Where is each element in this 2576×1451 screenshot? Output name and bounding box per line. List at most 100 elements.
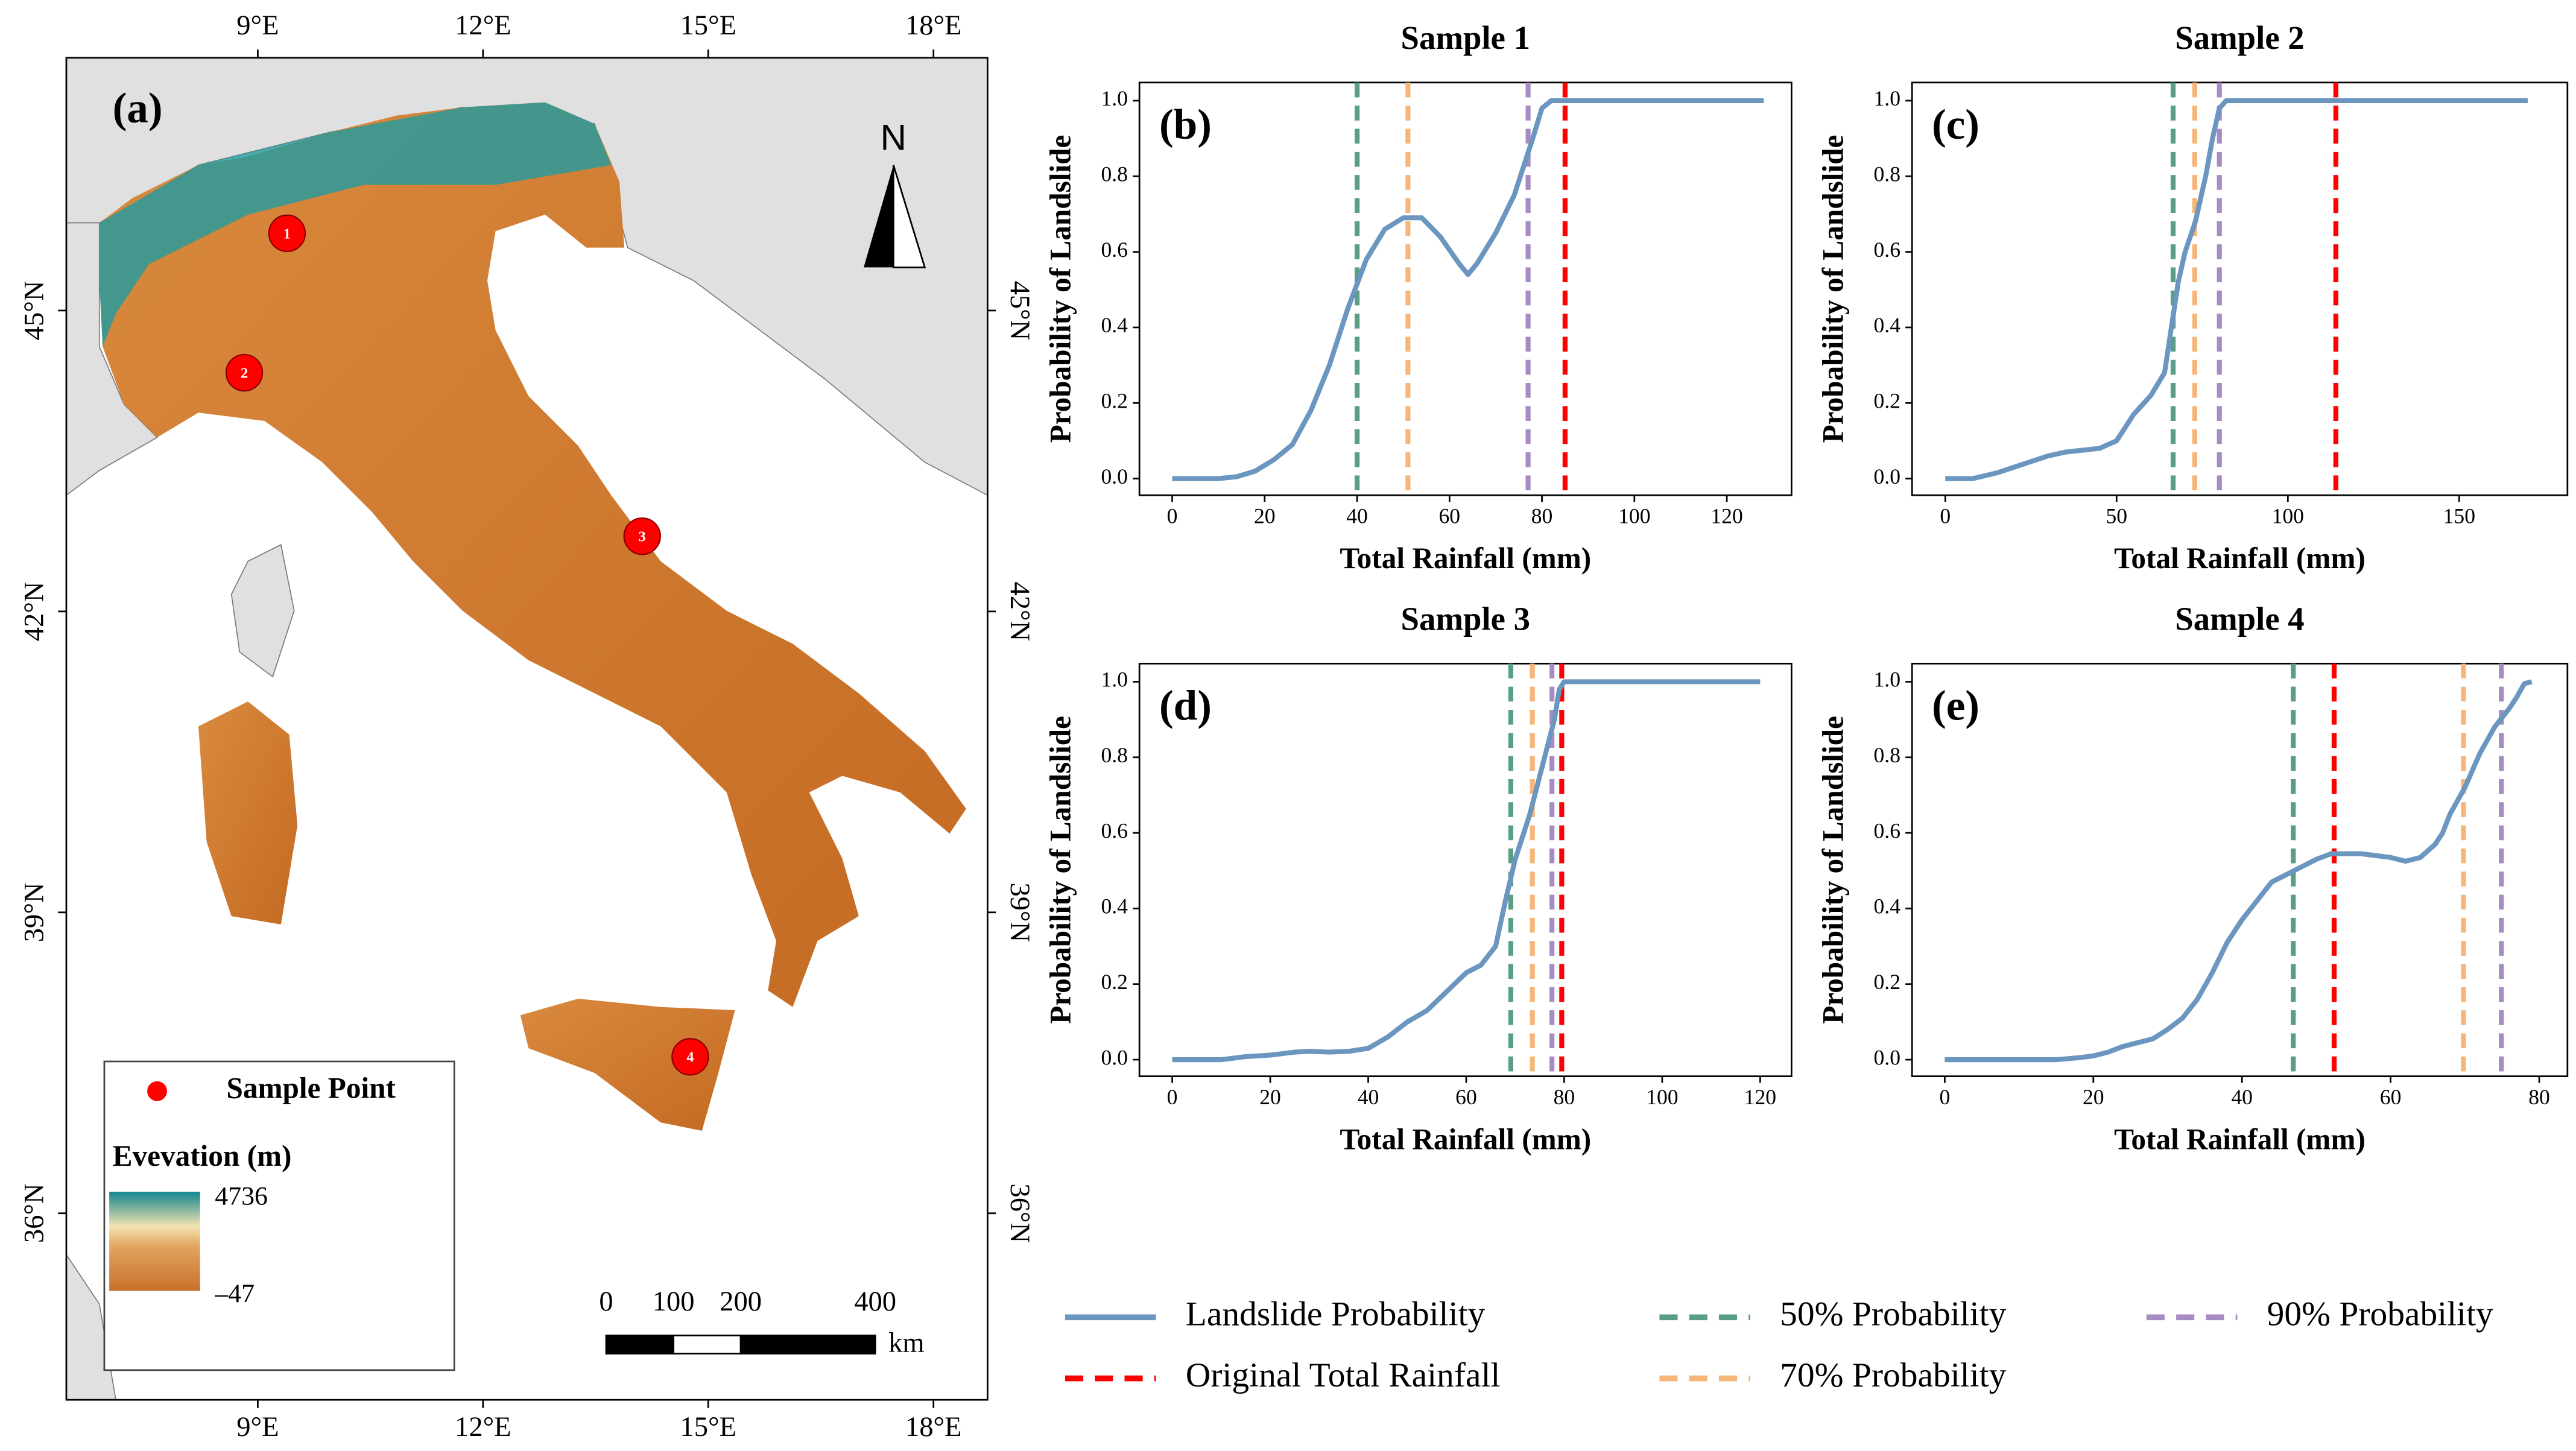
scalebar-label: 0	[599, 1286, 613, 1317]
corsica	[230, 544, 295, 678]
scalebar-segment	[672, 1335, 742, 1355]
x-tick-label: 0	[1940, 504, 1951, 528]
legend-label: Original Total Rainfall	[1186, 1356, 1501, 1394]
y-tick-label: 0.6	[1101, 818, 1128, 842]
x-axis-label: Total Rainfall (mm)	[1340, 1122, 1591, 1155]
sample-point	[671, 1038, 709, 1076]
y-tick-label: 0.4	[1874, 894, 1901, 918]
chart-title: Sample 2	[2175, 19, 2304, 56]
legend-label: Landslide Probability	[1186, 1295, 1486, 1333]
y-axis-label: Probability of Landslide	[1817, 135, 1850, 443]
north-arrow	[892, 165, 926, 268]
sample-point-label: 3	[639, 529, 646, 545]
x-tick-label: 20	[1259, 1085, 1281, 1109]
scalebar-segment	[605, 1335, 674, 1355]
x-axis-label: Total Rainfall (mm)	[2114, 1122, 2366, 1155]
alps	[99, 102, 612, 347]
panel-label: (d)	[1159, 682, 1212, 729]
x-tick-label: 40	[1358, 1085, 1379, 1109]
sample-point	[225, 353, 264, 392]
north-label: N	[881, 117, 907, 158]
lat-label: 36°N	[1004, 1183, 1035, 1243]
y-tick-label: 0.4	[1101, 894, 1128, 918]
sample-point	[623, 517, 661, 555]
x-tick-label: 100	[2272, 504, 2304, 528]
sample-point-label: 1	[283, 226, 291, 242]
y-tick-label: 1.0	[1101, 86, 1128, 110]
lon-label: 15°E	[680, 1412, 737, 1443]
sardinia	[198, 701, 298, 925]
x-tick-label: 60	[2380, 1085, 2402, 1109]
x-tick-label: 100	[1618, 504, 1650, 528]
x-tick-label: 40	[2231, 1085, 2253, 1109]
scalebar-segment	[739, 1335, 876, 1355]
x-axis-label: Total Rainfall (mm)	[1340, 542, 1591, 575]
y-tick-label: 0.8	[1101, 162, 1128, 186]
lat-label: 45°N	[1004, 281, 1035, 341]
lat-label: 42°N	[19, 582, 49, 642]
probability-line	[1945, 679, 2533, 1063]
legend-label: Sample Point	[226, 1072, 396, 1105]
north-arrow	[864, 165, 894, 268]
panel-label: (a)	[113, 84, 163, 131]
x-tick-label: 20	[2083, 1085, 2104, 1109]
x-tick-label: 120	[1744, 1085, 1776, 1109]
x-tick-label: 80	[2528, 1085, 2550, 1109]
y-tick-label: 0.4	[1874, 313, 1901, 337]
y-tick-label: 0.2	[1874, 970, 1900, 994]
panel-label: (c)	[1932, 101, 1979, 148]
y-tick-label: 0.8	[1101, 743, 1128, 767]
x-tick-label: 60	[1439, 504, 1461, 528]
plot-frame	[1138, 662, 1793, 1078]
panel-label: (b)	[1159, 101, 1212, 148]
y-tick-label: 0.0	[1101, 1045, 1128, 1069]
map-land	[66, 57, 988, 1400]
x-tick-label: 50	[2106, 504, 2127, 528]
scalebar-label: 400	[854, 1286, 896, 1317]
lat-label: 45°N	[19, 281, 49, 341]
x-tick-label: 0	[1167, 504, 1178, 528]
chart-title: Sample 1	[1401, 19, 1530, 56]
y-tick-label: 0.8	[1874, 743, 1900, 767]
sample-point	[268, 214, 306, 253]
x-axis-label: Total Rainfall (mm)	[2114, 542, 2366, 575]
legend-label: 90% Probability	[2267, 1295, 2493, 1333]
x-tick-label: 60	[1455, 1085, 1477, 1109]
y-tick-label: 0.0	[1101, 464, 1128, 488]
y-axis-label: Probability of Landslide	[1817, 716, 1850, 1024]
land-south	[66, 1253, 116, 1400]
y-tick-label: 1.0	[1101, 668, 1128, 692]
legend-label: 50% Probability	[1780, 1295, 2006, 1333]
panel-label: (e)	[1932, 682, 1979, 729]
x-tick-label: 0	[1939, 1085, 1950, 1109]
x-tick-label: 80	[1531, 504, 1553, 528]
sample-point-label: 4	[686, 1049, 694, 1066]
y-tick-label: 0.4	[1101, 313, 1128, 337]
x-tick-label: 100	[1646, 1085, 1678, 1109]
colorbar	[109, 1192, 200, 1291]
y-tick-label: 0.2	[1101, 970, 1128, 994]
x-tick-label: 150	[2443, 504, 2475, 528]
legend-marker	[147, 1081, 167, 1101]
y-tick-label: 0.6	[1874, 818, 1900, 842]
y-axis-label: Probability of Landslide	[1044, 135, 1077, 443]
plot-frame	[1138, 81, 1793, 496]
lat-label: 42°N	[1004, 582, 1035, 642]
scalebar-label: 200	[720, 1286, 762, 1317]
y-tick-label: 1.0	[1874, 668, 1900, 692]
lon-label: 12°E	[455, 1412, 511, 1443]
lat-label: 39°N	[19, 882, 49, 942]
chart-title: Sample 3	[1401, 600, 1530, 637]
map-frame	[65, 57, 989, 1401]
lon-label: 12°E	[455, 10, 511, 41]
sample-point-label: 2	[241, 365, 248, 381]
legend-label: 70% Probability	[1780, 1356, 2006, 1394]
colorbar-title: Evevation (m)	[113, 1139, 292, 1172]
y-tick-label: 0.8	[1874, 162, 1900, 186]
colorbar-max: 4736	[215, 1181, 268, 1210]
x-tick-label: 0	[1167, 1085, 1178, 1109]
y-tick-label: 0.0	[1874, 464, 1900, 488]
x-tick-label: 120	[1710, 504, 1742, 528]
y-tick-label: 0.2	[1874, 388, 1900, 413]
